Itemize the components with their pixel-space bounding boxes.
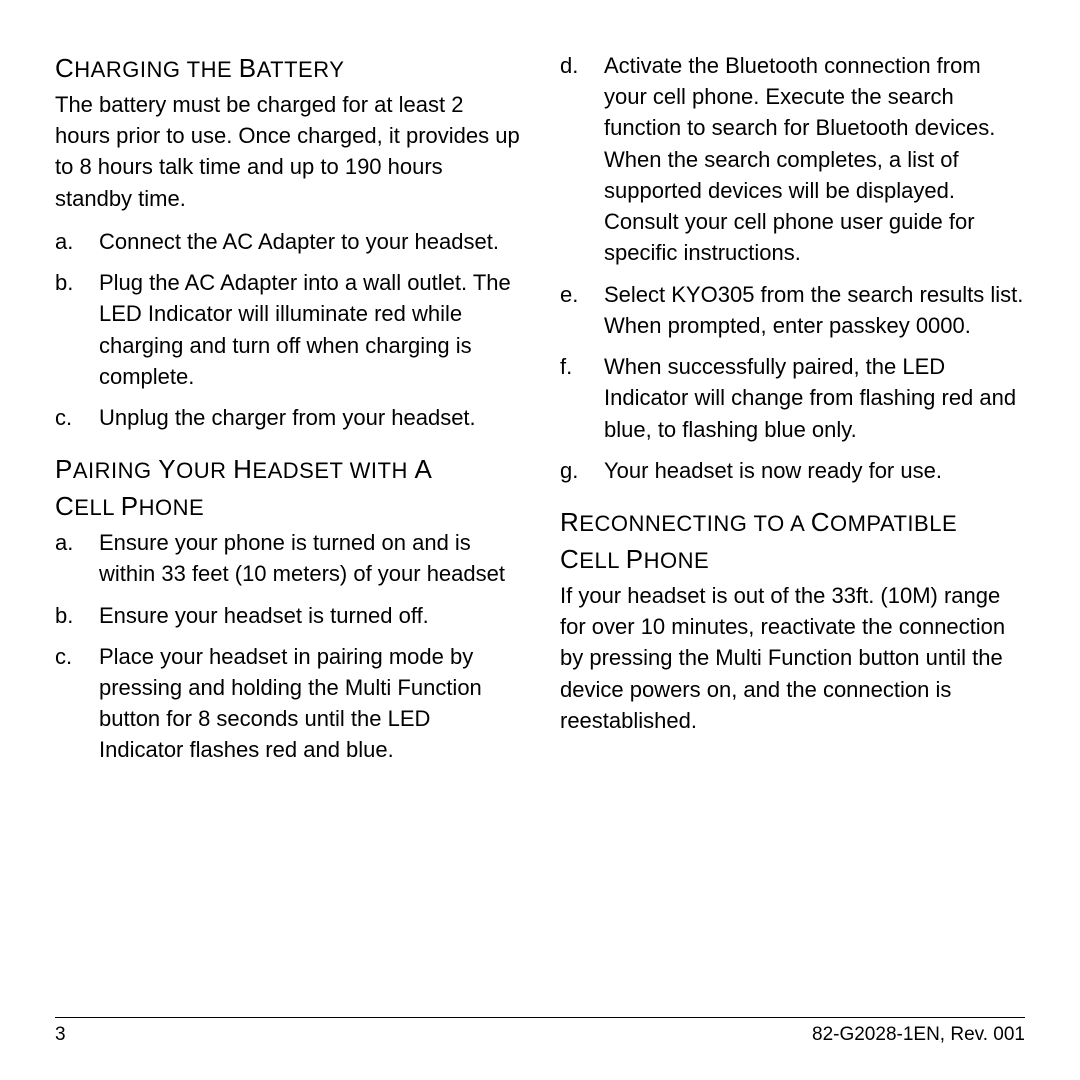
heading-reconnecting: RECONNECTING TO A COMPATIBLECELL PHONE (560, 504, 1025, 578)
content-columns: CHARGING THE BATTERY The battery must be… (55, 50, 1025, 1010)
charging-intro: The battery must be charged for at least… (55, 89, 520, 214)
list-item: b.Ensure your headset is turned off. (55, 600, 520, 631)
page-number: 3 (55, 1024, 66, 1046)
right-column: d.Activate the Bluetooth connection from… (560, 50, 1025, 1010)
pairing-steps-right: d.Activate the Bluetooth connection from… (560, 50, 1025, 486)
doc-reference: 82-G2028-1EN, Rev. 001 (812, 1024, 1025, 1046)
reconnecting-text: If your headset is out of the 33ft. (10M… (560, 580, 1025, 736)
list-item: c.Place your headset in pairing mode by … (55, 641, 520, 766)
list-item: a.Connect the AC Adapter to your headset… (55, 226, 520, 257)
list-item: c.Unplug the charger from your headset. (55, 402, 520, 433)
list-item: g.Your headset is now ready for use. (560, 455, 1025, 486)
list-item: e.Select KYO305 from the search results … (560, 279, 1025, 341)
left-column: CHARGING THE BATTERY The battery must be… (55, 50, 520, 1010)
heading-charging: CHARGING THE BATTERY (55, 50, 520, 87)
pairing-steps-left: a.Ensure your phone is turned on and is … (55, 527, 520, 766)
list-item: d.Activate the Bluetooth connection from… (560, 50, 1025, 269)
heading-pairing: PAIRING YOUR HEADSET WITH ACELL PHONE (55, 451, 520, 525)
list-item: f.When successfully paired, the LED Indi… (560, 351, 1025, 445)
page-footer: 3 82-G2028-1EN, Rev. 001 (55, 1017, 1025, 1046)
list-item: b.Plug the AC Adapter into a wall outlet… (55, 267, 520, 392)
list-item: a.Ensure your phone is turned on and is … (55, 527, 520, 589)
charging-steps: a.Connect the AC Adapter to your headset… (55, 226, 520, 433)
